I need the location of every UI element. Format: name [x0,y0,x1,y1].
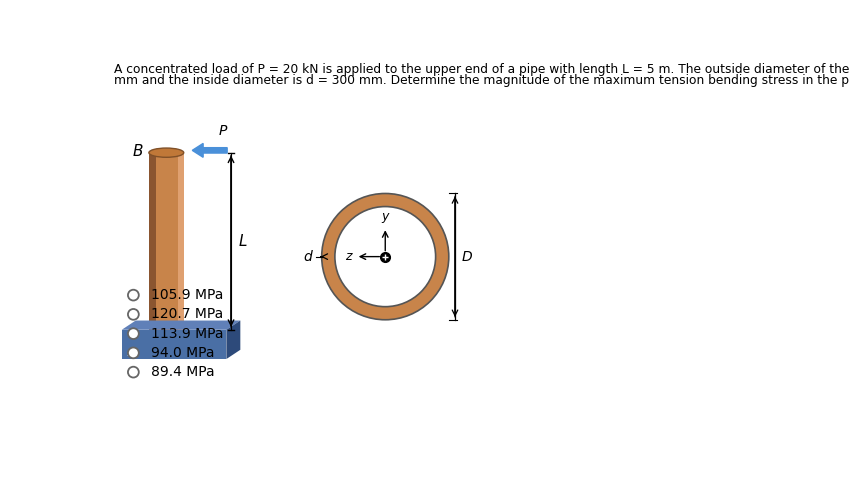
Bar [149,153,184,330]
Text: D: D [462,250,472,264]
Circle shape [128,290,139,300]
Text: 94.0 MPa: 94.0 MPa [151,346,215,360]
Bar [149,153,156,330]
Circle shape [128,367,139,378]
Circle shape [128,328,139,339]
Polygon shape [122,321,241,330]
Bar [122,330,226,359]
Text: L: L [239,234,247,249]
Bar [178,153,184,330]
Ellipse shape [149,148,184,157]
Circle shape [335,207,435,307]
Text: A concentrated load of P = 20 kN is applied to the upper end of a pipe with leng: A concentrated load of P = 20 kN is appl… [114,63,850,76]
Text: 89.4 MPa: 89.4 MPa [151,365,215,379]
Circle shape [128,309,139,320]
Text: 105.9 MPa: 105.9 MPa [151,288,224,302]
Text: P: P [219,124,228,138]
FancyArrow shape [192,143,227,157]
Circle shape [321,194,449,320]
Text: d: d [303,250,312,264]
Text: mm and the inside diameter is d = 300 mm. Determine the magnitude of the maximum: mm and the inside diameter is d = 300 mm… [114,74,850,87]
Polygon shape [226,321,241,359]
Text: z: z [344,250,351,263]
Text: 113.9 MPa: 113.9 MPa [151,327,224,341]
Text: y: y [382,210,389,223]
Circle shape [128,347,139,358]
Text: A: A [128,346,137,359]
Text: 120.7 MPa: 120.7 MPa [151,307,224,321]
Text: B: B [133,143,143,158]
